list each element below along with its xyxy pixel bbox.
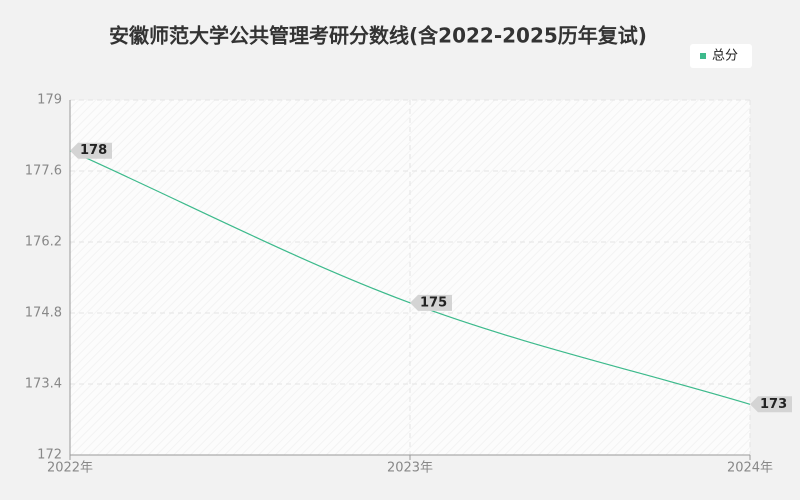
x-tick-label: 2024年 bbox=[727, 461, 773, 476]
y-tick-label: 172 bbox=[37, 448, 62, 463]
value-label: 178 bbox=[80, 143, 107, 158]
legend-label: 总分 bbox=[712, 49, 738, 64]
plot-area bbox=[70, 100, 750, 455]
y-tick-label: 179 bbox=[37, 93, 62, 108]
y-tick-label: 173.4 bbox=[25, 377, 62, 392]
value-label-tag bbox=[750, 396, 792, 413]
legend-box bbox=[690, 44, 752, 68]
value-label-tag bbox=[70, 142, 112, 159]
x-tick-label: 2023年 bbox=[387, 461, 433, 476]
value-label: 175 bbox=[420, 295, 447, 310]
legend-swatch bbox=[700, 53, 706, 59]
y-tick-label: 177.6 bbox=[25, 164, 62, 179]
y-tick-label: 176.2 bbox=[25, 235, 62, 250]
value-label: 173 bbox=[760, 397, 787, 412]
y-tick-label: 174.8 bbox=[25, 306, 62, 321]
chart-title: 安徽师范大学公共管理考研分数线(含2022-2025历年复试) bbox=[109, 24, 647, 48]
value-label-tag bbox=[410, 294, 452, 311]
x-tick-label: 2022年 bbox=[47, 461, 93, 476]
line-series bbox=[69, 150, 751, 405]
